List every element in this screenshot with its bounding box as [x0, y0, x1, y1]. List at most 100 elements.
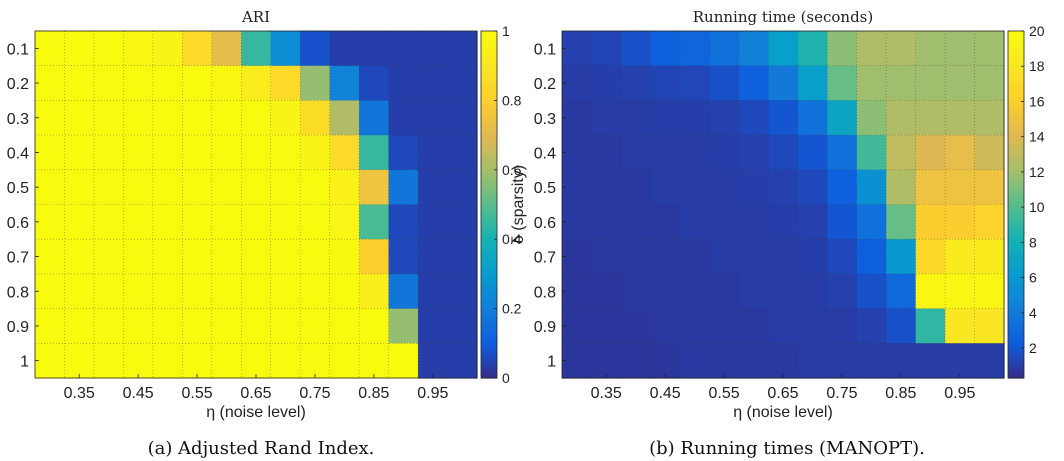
heatmap-cell [123, 31, 154, 67]
heatmap-cell [797, 169, 828, 206]
heatmap-cell [211, 273, 242, 310]
colorbar-segment [1008, 239, 1024, 244]
colorbar-segment [481, 319, 497, 324]
colorbar-segment [481, 37, 497, 43]
heatmap-cell [329, 204, 360, 240]
colorbar-segment [481, 76, 497, 81]
colorbar-segment [1008, 103, 1024, 108]
heatmap-cell [886, 65, 917, 101]
colorbar-segment [1008, 128, 1024, 133]
heatmap-cell [359, 100, 390, 136]
colorbar-segment [1008, 273, 1024, 278]
heatmap-cell [359, 31, 390, 67]
heatmap-cell [270, 31, 301, 67]
heatmap-cell [93, 65, 124, 101]
heatmap-cell [241, 169, 272, 206]
heatmap-cell [915, 135, 946, 171]
colorbar-frame [480, 30, 498, 379]
colorbar-segment [481, 284, 497, 289]
colorbar-segment [1008, 86, 1024, 91]
heatmap-cell [329, 308, 360, 344]
heatmap-cell [270, 308, 301, 344]
colorbar-segment [481, 89, 497, 95]
heatmap-cell [679, 31, 710, 67]
colorbar-segment [1008, 58, 1024, 63]
colorbar-segment [1008, 353, 1024, 358]
colorbar-segment [481, 138, 497, 143]
colorbar-segment [481, 41, 497, 46]
heatmap-cell [64, 239, 95, 275]
heatmap-cell [388, 100, 419, 136]
heatmap-cell [329, 31, 360, 67]
colorbar-segment [481, 110, 497, 115]
heatmap-cell [447, 204, 478, 240]
colorbar-tick-label: 4 [1029, 305, 1037, 321]
colorbar-segment [481, 93, 497, 98]
heatmap-cell [679, 135, 710, 171]
colorbar-segment [1008, 235, 1024, 240]
heatmap-cell [591, 135, 622, 171]
heatmap-cell [620, 31, 651, 67]
heatmap-cell [270, 273, 301, 310]
heatmap-cell [797, 31, 828, 67]
heatmap-cell [418, 308, 449, 344]
heatmap-cell [123, 100, 154, 136]
colorbar-segment [481, 48, 497, 53]
heatmap-cell [738, 65, 769, 101]
heatmap-cell [418, 65, 449, 101]
heatmap-cell [388, 308, 419, 344]
heatmap-cell [974, 135, 1005, 171]
figure-caption: (a) Adjusted Rand Index. [148, 438, 375, 459]
heatmap-cell [300, 135, 331, 171]
figure-caption: (b) Running times (MANOPT). [649, 438, 925, 459]
colorbar-segment [1008, 169, 1024, 174]
heatmap-cell [650, 169, 681, 206]
heatmap-cell [620, 169, 651, 206]
colorbar-tick-label: 0 [502, 370, 510, 386]
heatmap-cell [915, 100, 946, 136]
colorbar-segment [481, 315, 497, 320]
heatmap-cell [211, 135, 242, 171]
colorbar-segment [481, 148, 497, 154]
heatmap-cell [152, 343, 183, 379]
colorbar-segment [481, 34, 497, 39]
colorbar-segment [1008, 145, 1024, 150]
y-tick-label: 0.1 [534, 41, 556, 58]
colorbar-segment [481, 121, 497, 126]
heatmap-cell [300, 343, 331, 379]
heatmap-cell [359, 204, 390, 240]
heatmap-cell [270, 204, 301, 240]
colorbar-segment [481, 291, 497, 296]
heatmap-cell [591, 31, 622, 67]
heatmap-cell [359, 308, 390, 344]
heatmap-cell [620, 135, 651, 171]
heatmap-cell [241, 204, 272, 240]
heatmap-cell [388, 135, 419, 171]
heatmap-cell [182, 65, 213, 101]
x-tick-label: 0.75 [299, 385, 330, 402]
heatmap-cell [182, 135, 213, 171]
colorbar-segment [1008, 100, 1024, 105]
heatmap-cell [329, 135, 360, 171]
colorbar-tick-label: 2 [1029, 340, 1037, 356]
heatmap-cell [241, 100, 272, 136]
colorbar-segment [1008, 339, 1024, 344]
heatmap-cell [974, 239, 1005, 275]
heatmap-cell [679, 308, 710, 344]
heatmap-cell [827, 308, 858, 344]
heatmap-cell [856, 169, 887, 206]
heatmap-cell [93, 135, 124, 171]
x-tick-label: 0.55 [708, 385, 739, 402]
colorbar-segment [1008, 346, 1024, 351]
heatmap-cell [418, 204, 449, 240]
colorbar-segment [481, 117, 497, 122]
heatmap-cell [768, 273, 799, 310]
colorbar-tick-label: 16 [1029, 93, 1045, 109]
heatmap-cell [182, 308, 213, 344]
x-tick-label: 0.35 [64, 385, 95, 402]
heatmap-cell [945, 65, 976, 101]
colorbar-segment [1008, 155, 1024, 160]
heatmap-cell [827, 239, 858, 275]
heatmap-cell [211, 65, 242, 101]
colorbar-segment [1008, 41, 1024, 46]
